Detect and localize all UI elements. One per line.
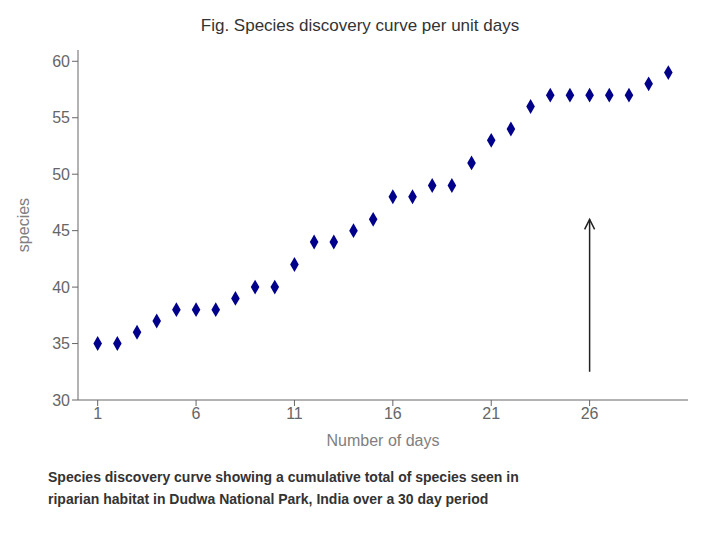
html-text:Fig. Species discovery curve p: Fig. Species discovery curve per unit da… [200, 16, 520, 35]
svg-text:50: 50 [52, 166, 70, 183]
svg-text:55: 55 [52, 109, 70, 126]
html-text:Species discovery curve showin: Species discovery curve showing a cumula… [48, 469, 519, 485]
svg-text:30: 30 [52, 392, 70, 409]
svg-text:35: 35 [52, 335, 70, 352]
html-text:riparian habitat in Dudwa Nati: riparian habitat in Dudwa National Park,… [48, 491, 489, 507]
svg-text:1: 1 [93, 405, 102, 422]
svg-text:60: 60 [52, 53, 70, 70]
svg-text:21: 21 [482, 405, 500, 422]
svg-text:6: 6 [192, 405, 201, 422]
svg-text:16: 16 [384, 405, 402, 422]
svg-text:Number of days: Number of days [327, 432, 440, 449]
svg-text:45: 45 [52, 222, 70, 239]
svg-text:40: 40 [52, 279, 70, 296]
svg-text:11: 11 [286, 405, 303, 422]
svg-text:species: species [15, 198, 32, 252]
svg-text:26: 26 [581, 405, 599, 422]
